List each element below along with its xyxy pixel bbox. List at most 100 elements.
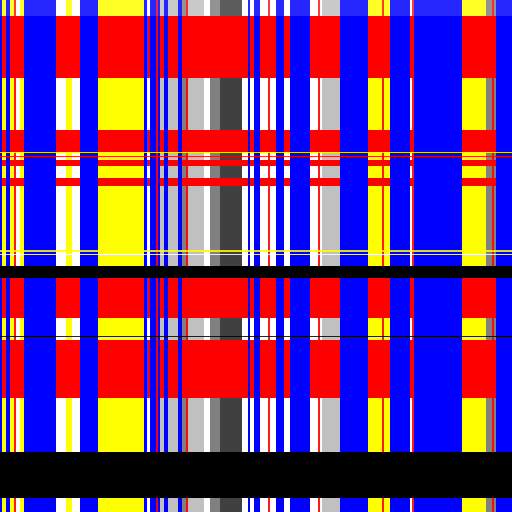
horizontal-red-band	[462, 178, 496, 186]
horizontal-red-band	[2, 130, 6, 152]
top-band	[0, 0, 512, 16]
thin-horizontal-line	[0, 152, 512, 153]
vertical-stripe	[80, 0, 98, 512]
horizontal-red-band	[250, 340, 254, 398]
horizontal-red-band	[56, 178, 80, 186]
horizontal-red-band	[160, 278, 164, 318]
horizontal-red-band	[182, 16, 248, 78]
horizontal-red-band	[160, 130, 164, 152]
horizontal-red-band	[368, 340, 390, 398]
horizontal-red-band	[368, 160, 390, 166]
vertical-stripe	[462, 0, 486, 512]
vertical-stripe	[242, 0, 248, 512]
horizontal-red-band	[160, 340, 164, 398]
horizontal-red-band	[98, 130, 144, 152]
black-band-upper	[0, 266, 512, 278]
vertical-stripe	[182, 0, 188, 512]
horizontal-red-band	[250, 278, 254, 318]
horizontal-red-band	[310, 16, 340, 78]
vertical-stripe	[210, 0, 220, 512]
horizontal-red-band	[2, 160, 6, 166]
horizontal-red-band	[147, 178, 150, 186]
horizontal-red-band	[284, 178, 290, 186]
horizontal-red-band	[98, 178, 144, 186]
vertical-stripe	[20, 0, 24, 512]
horizontal-red-band	[10, 178, 24, 186]
vertical-stripe	[250, 0, 254, 512]
horizontal-red-band	[147, 340, 150, 398]
horizontal-red-band	[10, 130, 24, 152]
horizontal-red-band	[98, 340, 144, 398]
thin-horizontal-line	[0, 336, 512, 337]
horizontal-red-band	[182, 278, 248, 318]
vertical-stripe	[414, 0, 462, 512]
vertical-stripe	[254, 0, 260, 512]
horizontal-red-band	[10, 160, 24, 166]
horizontal-red-band	[168, 278, 178, 318]
vertical-stripe	[24, 0, 56, 512]
horizontal-red-band	[182, 160, 248, 166]
horizontal-red-band	[98, 16, 144, 78]
horizontal-red-band	[250, 16, 254, 78]
horizontal-red-band	[98, 278, 144, 318]
horizontal-red-band	[56, 340, 80, 398]
horizontal-red-band	[284, 160, 290, 166]
vertical-stripe	[204, 0, 210, 512]
thin-red-vertical	[492, 0, 494, 512]
horizontal-red-band	[10, 340, 24, 398]
horizontal-red-band	[310, 340, 340, 398]
horizontal-red-band	[10, 278, 24, 318]
vertical-stripe	[56, 0, 66, 512]
horizontal-red-band	[462, 278, 496, 318]
horizontal-red-band	[2, 278, 6, 318]
vertical-stripe	[6, 0, 10, 512]
horizontal-red-band	[182, 130, 248, 152]
horizontal-red-band	[168, 178, 178, 186]
horizontal-red-band	[182, 178, 248, 186]
horizontal-red-band	[310, 278, 340, 318]
horizontal-red-band	[168, 340, 178, 398]
thin-red-vertical	[14, 0, 16, 512]
horizontal-red-band	[2, 178, 6, 186]
horizontal-red-band	[160, 160, 164, 166]
thin-horizontal-line	[0, 254, 512, 255]
vertical-stripe	[340, 0, 368, 512]
horizontal-red-band	[462, 130, 496, 152]
horizontal-red-band	[182, 340, 248, 398]
horizontal-red-band	[250, 160, 254, 166]
horizontal-red-band	[56, 160, 80, 166]
horizontal-red-band	[160, 178, 164, 186]
vertical-stripe	[160, 0, 164, 512]
horizontal-red-band	[147, 278, 150, 318]
thin-red-vertical	[382, 0, 384, 512]
horizontal-red-band	[368, 278, 390, 318]
horizontal-red-band	[284, 278, 290, 318]
vertical-stripe	[147, 0, 150, 512]
horizontal-red-band	[56, 16, 80, 78]
vertical-stripe	[284, 0, 290, 512]
horizontal-red-band	[462, 160, 496, 166]
horizontal-red-band	[168, 16, 178, 78]
thin-red-vertical	[268, 0, 270, 512]
vertical-stripe	[496, 0, 512, 512]
vertical-stripe	[486, 0, 496, 512]
horizontal-red-band	[98, 160, 144, 166]
horizontal-red-band	[284, 130, 290, 152]
vertical-stripe	[0, 0, 2, 512]
horizontal-red-band	[147, 160, 150, 166]
thin-horizontal-line	[0, 250, 512, 252]
horizontal-red-band	[56, 130, 80, 152]
vertical-stripe	[98, 0, 144, 512]
horizontal-red-band	[310, 178, 340, 186]
horizontal-red-band	[168, 160, 178, 166]
horizontal-red-band	[168, 130, 178, 152]
horizontal-red-band	[2, 16, 6, 78]
black-band-lower	[0, 452, 512, 498]
vertical-stripe	[144, 0, 147, 512]
vertical-stripe	[66, 0, 72, 512]
vertical-stripe	[72, 0, 80, 512]
horizontal-red-band	[368, 16, 390, 78]
horizontal-red-band	[2, 340, 6, 398]
vertical-stripe	[168, 0, 178, 512]
horizontal-red-band	[160, 16, 164, 78]
